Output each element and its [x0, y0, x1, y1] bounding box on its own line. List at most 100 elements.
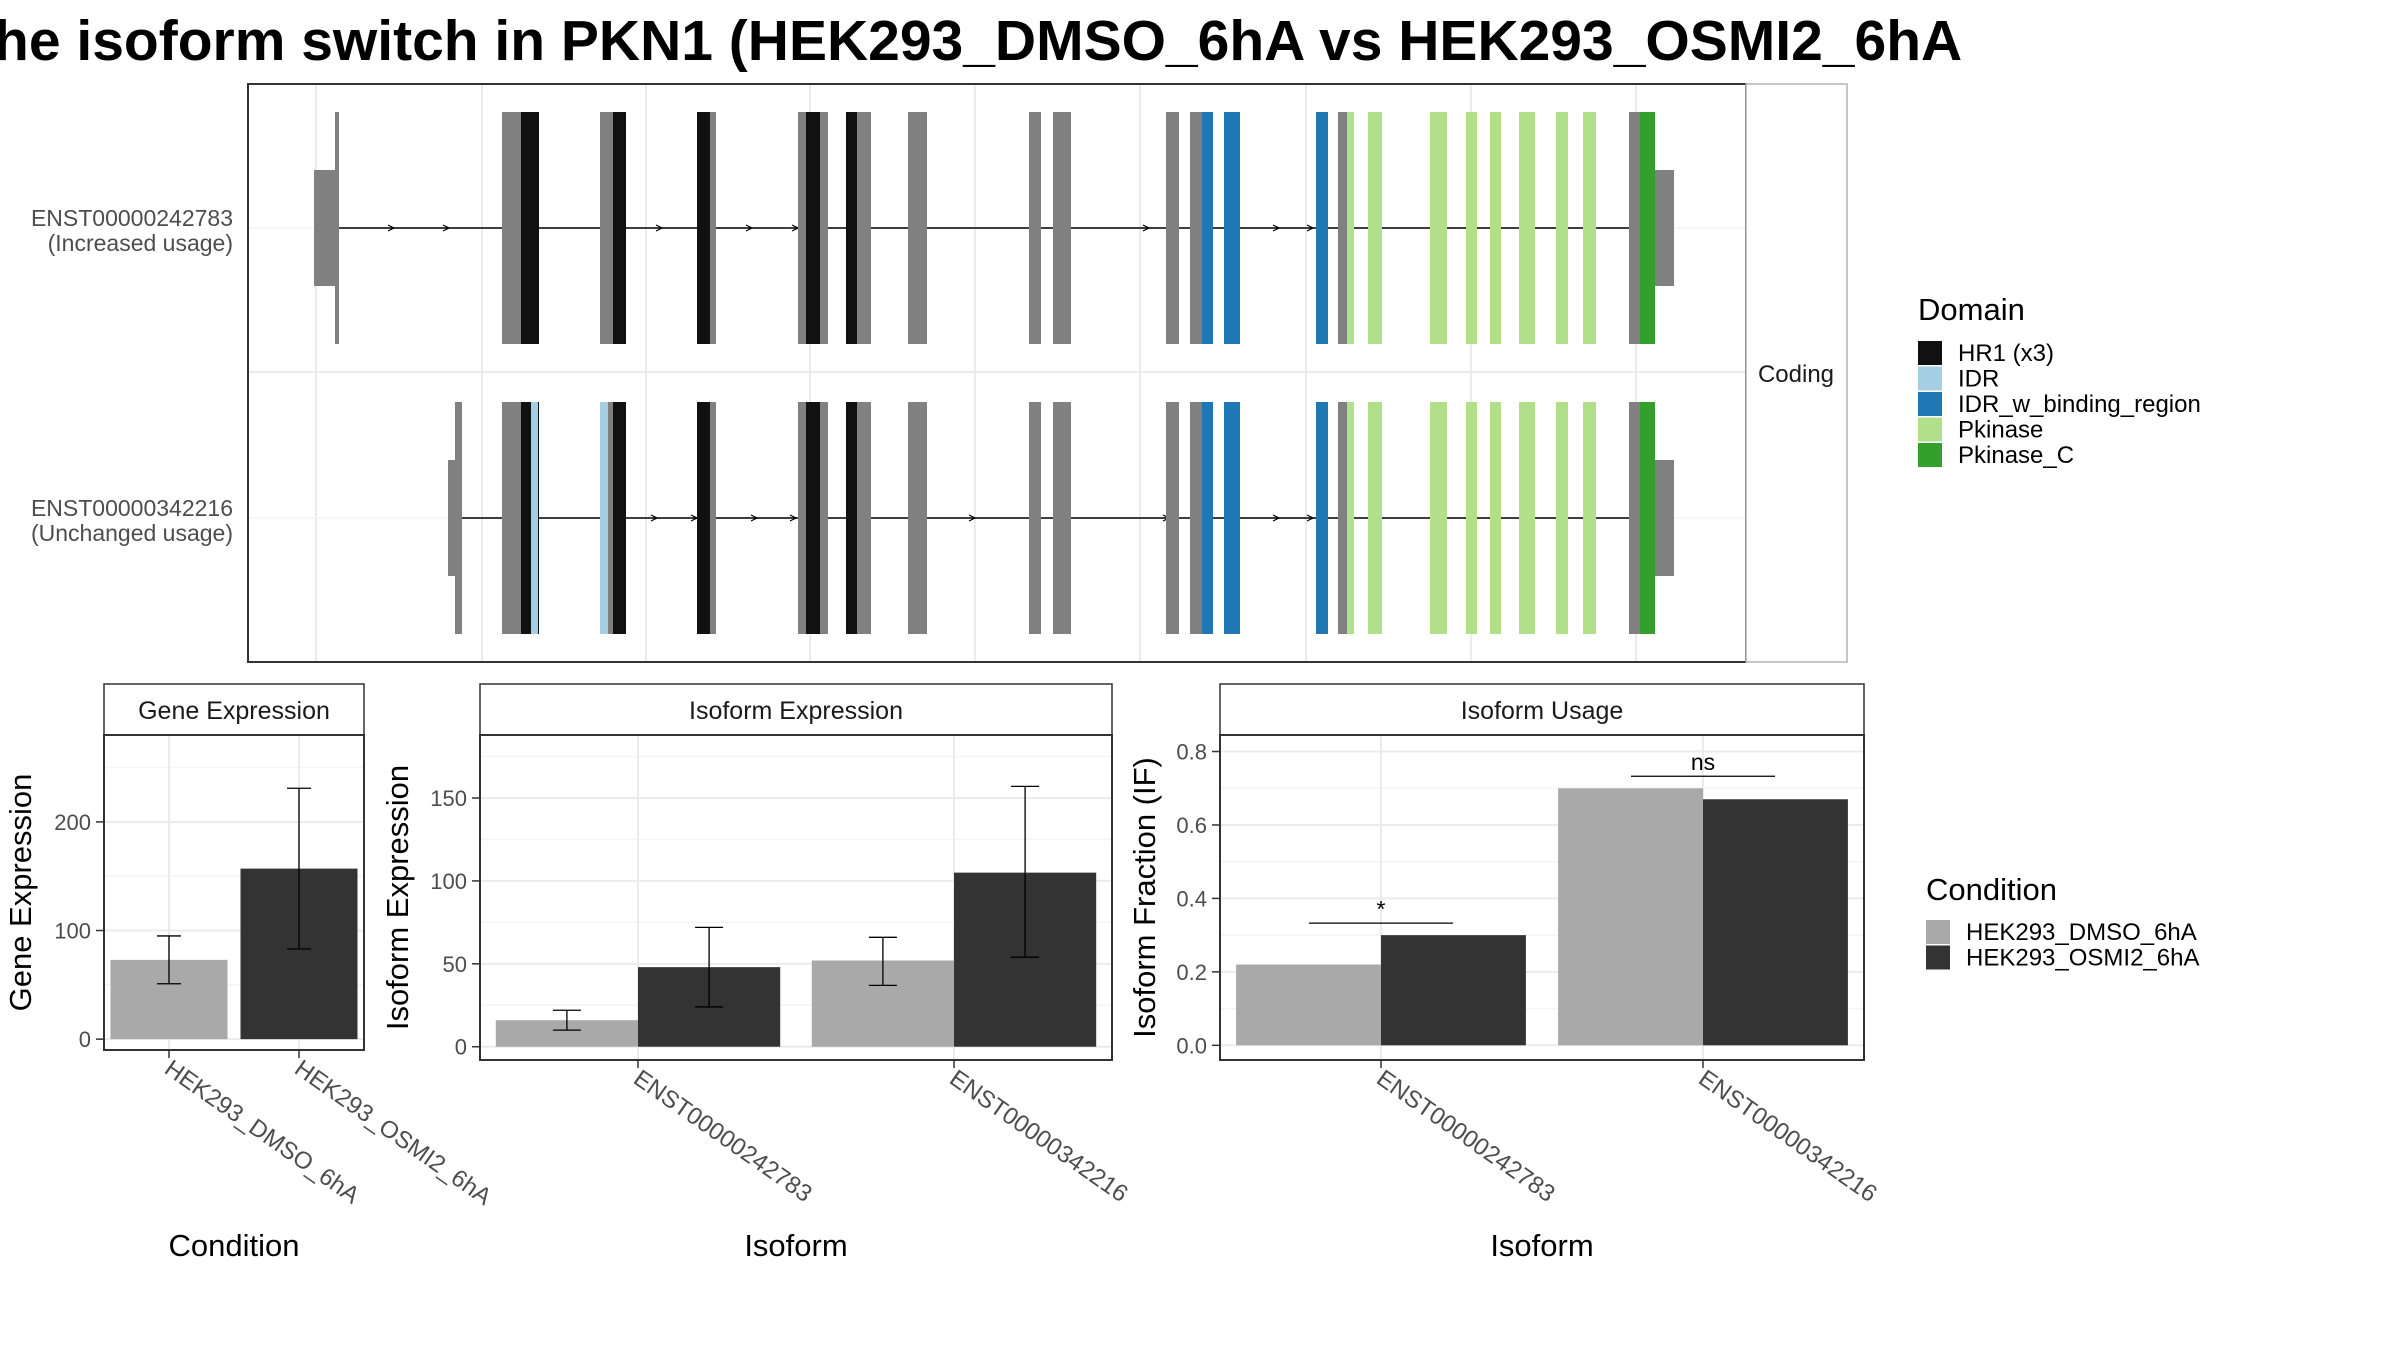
strand-arrow	[442, 224, 451, 232]
strand-arrow	[789, 514, 798, 522]
x-axis-title: Isoform	[1490, 1228, 1593, 1263]
exon	[521, 112, 539, 344]
y-tick-label: 0.4	[1176, 886, 1207, 911]
domain-legend-key	[1918, 417, 1942, 442]
exon	[1316, 402, 1328, 634]
strand-arrow	[387, 224, 396, 232]
domain-legend-key	[1918, 443, 1942, 467]
exon	[1640, 402, 1655, 634]
bar	[1236, 964, 1381, 1046]
y-tick-label: 50	[443, 952, 467, 977]
exon	[798, 112, 806, 344]
utr-exon	[335, 112, 339, 344]
y-tick-label: 100	[54, 919, 91, 944]
y-tick-label: 0.6	[1176, 813, 1207, 838]
exon	[1316, 112, 1328, 344]
exon	[1166, 112, 1179, 344]
strand-arrow	[745, 224, 754, 232]
transcript-id-label: ENST00000242783	[31, 205, 233, 231]
domain-legend-key	[1918, 392, 1942, 416]
exon	[798, 402, 806, 634]
x-tick-label: ENST00000342216	[945, 1065, 1133, 1208]
exon	[1053, 112, 1071, 344]
figure-title: he isoform switch in PKN1 (HEK293_DMSO_6…	[0, 9, 1963, 73]
strand-arrow	[650, 514, 659, 522]
strip-label: Isoform Expression	[689, 697, 903, 725]
coding-strip-label: Coding	[1758, 361, 1834, 388]
exon	[1490, 402, 1501, 634]
condition-legend-key	[1926, 920, 1950, 944]
bar-panel-3: Isoform Usage * ns 0.0 0.2 0.4 0.6 0.8 ENST00000…	[1127, 683, 1882, 1263]
exon	[697, 402, 710, 634]
exon	[1466, 402, 1477, 634]
exon	[846, 112, 857, 344]
panel-border	[479, 734, 1113, 1061]
domain-legend-label: Pkinase_C	[1958, 442, 2074, 469]
exon	[806, 402, 820, 634]
exon	[710, 402, 716, 634]
strip-label: Isoform Usage	[1461, 697, 1624, 725]
domain-legend-key	[1918, 366, 1942, 391]
exon	[846, 402, 857, 634]
y-tick-label: 0.2	[1176, 960, 1207, 985]
exon	[697, 112, 710, 344]
y-tick-label: 0.8	[1176, 740, 1207, 765]
bar	[1703, 799, 1848, 1046]
transcript-usage-label: (Increased usage)	[48, 230, 233, 256]
exon	[1583, 112, 1596, 344]
domain-legend-key	[1918, 341, 1942, 365]
exon	[1166, 402, 1179, 634]
bar	[1381, 935, 1526, 1046]
strip	[479, 683, 1113, 736]
exon	[1347, 112, 1354, 344]
exon	[908, 402, 927, 634]
exon	[1519, 112, 1535, 344]
significance-label: ns	[1691, 749, 1715, 775]
transcript-id-label: ENST00000342216	[31, 495, 233, 521]
y-axis-title: Isoform Fraction (IF)	[1127, 757, 1162, 1038]
exon	[1053, 402, 1071, 634]
strip-label: Gene Expression	[138, 697, 330, 725]
strand-arrow	[1272, 514, 1281, 522]
idr-domain-segment	[600, 402, 608, 634]
utr-exon	[314, 170, 337, 286]
exon	[1490, 112, 1501, 344]
significance-label: *	[1377, 896, 1386, 922]
exon	[1466, 112, 1477, 344]
strand-arrow	[1142, 224, 1151, 232]
x-tick-label: ENST00000242783	[629, 1065, 817, 1208]
exon	[613, 402, 626, 634]
bar-panel-1: Gene Expression0100200HEK293_DMSO_6hAHEK…	[3, 683, 496, 1263]
strand-arrow	[655, 224, 664, 232]
exon	[1347, 402, 1354, 634]
condition-legend-label: HEK293_OSMI2_6hA	[1966, 945, 2199, 972]
coding-strip	[1745, 83, 1848, 663]
exon	[1368, 112, 1382, 344]
y-tick-label: 0	[455, 1035, 467, 1060]
exon	[1190, 402, 1202, 634]
strip	[103, 683, 365, 736]
exon	[857, 112, 871, 344]
bar-panel-2: Isoform Expression 0 50 100 150 ENST000002427…	[380, 683, 1133, 1263]
domain-legend-label: IDR_w_binding_region	[1958, 391, 2201, 418]
exon	[1519, 402, 1535, 634]
utr-exon	[455, 402, 462, 634]
utr-exon	[1655, 460, 1674, 576]
exon	[820, 112, 828, 344]
exon	[1583, 402, 1596, 634]
y-tick-label: 0.0	[1176, 1033, 1207, 1058]
domain-legend-label: Pkinase	[1958, 417, 2043, 444]
exon	[502, 402, 521, 634]
condition-legend-title: Condition	[1926, 872, 2057, 907]
panel-border	[1219, 734, 1865, 1061]
condition-legend-key	[1926, 945, 1950, 970]
exon	[1430, 112, 1447, 344]
utr-exon	[1655, 170, 1674, 286]
exon	[1430, 402, 1447, 634]
exon	[1029, 112, 1041, 344]
exon	[600, 112, 613, 344]
strand-arrow	[1306, 514, 1315, 522]
exon	[806, 112, 820, 344]
exon	[1368, 402, 1382, 634]
